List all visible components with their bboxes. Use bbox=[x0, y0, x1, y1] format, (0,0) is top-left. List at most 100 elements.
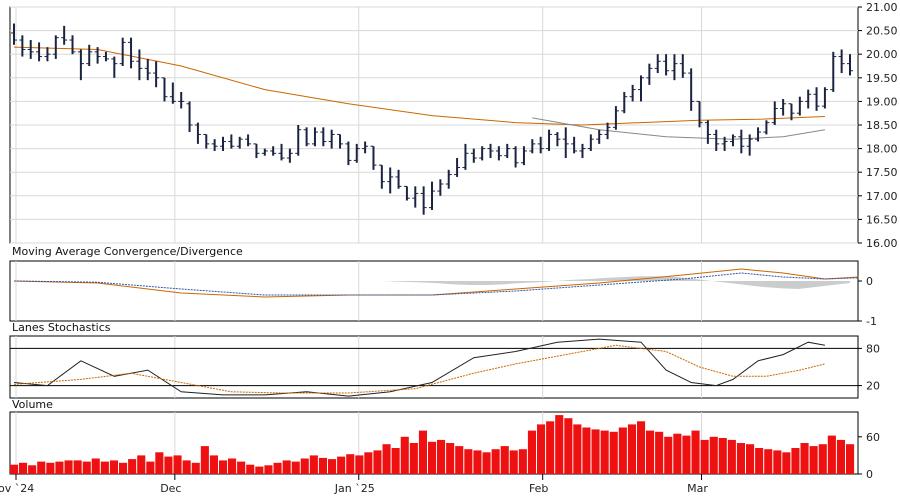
volume-bar bbox=[37, 461, 46, 474]
ohlc-bar bbox=[328, 129, 335, 149]
moving-average-line bbox=[532, 117, 825, 140]
volume-bar bbox=[509, 450, 518, 474]
ohlc-bar bbox=[830, 51, 837, 92]
macd-histogram bbox=[348, 276, 850, 289]
macd-frame bbox=[9, 260, 859, 322]
ohlc-bar bbox=[454, 158, 461, 177]
macd-tick-label: 0 bbox=[866, 275, 873, 288]
ohlc-bar bbox=[353, 143, 360, 163]
volume-bar bbox=[173, 455, 182, 474]
volume-bar bbox=[264, 465, 273, 474]
ohlc-bar bbox=[337, 133, 344, 149]
volume-bar bbox=[246, 464, 255, 474]
ohlc-bar bbox=[362, 141, 369, 154]
price-grid bbox=[10, 6, 858, 244]
x-tick-label: Jan `25 bbox=[334, 482, 375, 495]
price-tick-label: 16.50 bbox=[866, 213, 898, 226]
volume-bar bbox=[19, 462, 28, 474]
volume-bar bbox=[827, 435, 836, 474]
volume-bar bbox=[128, 459, 137, 474]
macd-y-axis: 0 -1 bbox=[858, 275, 877, 328]
volume-bar bbox=[409, 443, 418, 474]
ohlc-bar bbox=[119, 37, 126, 66]
volume-bar bbox=[164, 456, 173, 474]
ohlc-bar bbox=[654, 54, 661, 74]
stochastic-tick-label: 80 bbox=[866, 342, 880, 355]
ohlc-bar bbox=[479, 146, 486, 161]
ohlc-bar bbox=[19, 35, 26, 57]
ohlc-bar bbox=[86, 44, 93, 66]
volume-bar bbox=[473, 450, 482, 474]
volume-bar bbox=[546, 421, 555, 474]
ohlc-bar bbox=[788, 103, 795, 121]
volume-bar bbox=[373, 450, 382, 474]
ohlc-bar bbox=[671, 54, 678, 81]
ohlc-bar bbox=[311, 127, 318, 147]
ohlc-bar bbox=[638, 75, 644, 102]
ohlc-bar bbox=[512, 146, 519, 168]
volume-bar bbox=[709, 436, 718, 474]
ohlc-bar bbox=[420, 186, 427, 215]
ohlc-bar bbox=[36, 42, 43, 62]
price-tick-label: 19.00 bbox=[866, 95, 898, 108]
volume-bar bbox=[773, 450, 782, 474]
ohlc-bar bbox=[370, 145, 377, 170]
ohlc-bar bbox=[721, 136, 728, 151]
ohlc-bar bbox=[487, 143, 494, 159]
price-tick-label: 16.00 bbox=[866, 237, 898, 250]
ohlc-bar bbox=[278, 143, 285, 161]
volume-bar bbox=[582, 427, 591, 474]
volume-bar bbox=[637, 421, 646, 474]
stochastic-lines bbox=[13, 338, 826, 397]
stochastic-y-axis: 80 20 bbox=[858, 342, 880, 393]
volume-bar bbox=[428, 441, 437, 474]
volume-bar bbox=[673, 433, 682, 474]
ohlc-bar bbox=[429, 181, 435, 210]
volume-bar bbox=[846, 444, 855, 474]
volume-bar bbox=[309, 455, 318, 474]
ohlc-bar bbox=[546, 129, 553, 151]
volume-bar bbox=[664, 436, 673, 474]
volume-bar bbox=[646, 430, 655, 474]
volume-bar bbox=[537, 424, 546, 474]
volume-bar bbox=[700, 439, 709, 474]
ohlc-bar bbox=[220, 136, 226, 151]
volume-bar bbox=[318, 457, 327, 474]
volume-tick-label: 60 bbox=[866, 431, 880, 444]
x-axis-labels: Nov `24 Dec Jan `25 Feb Mar bbox=[0, 474, 708, 495]
volume-bar bbox=[564, 418, 573, 474]
ohlc-bar bbox=[153, 61, 160, 88]
ohlc-bar bbox=[646, 63, 653, 85]
volume-bar bbox=[100, 461, 109, 474]
ohlc-bar bbox=[704, 120, 711, 144]
ohlc-bar bbox=[403, 185, 410, 201]
ohlc-bar bbox=[579, 143, 586, 159]
volume-bar bbox=[28, 465, 37, 474]
ohlc-bar bbox=[520, 146, 527, 166]
ohlc-bar bbox=[746, 134, 753, 156]
ohlc-bar bbox=[738, 129, 745, 154]
ohlc-bar bbox=[437, 179, 444, 196]
price-panel: 16.00 16.50 17.00 17.50 18.00 18.50 19.00 19.50… bbox=[9, 1, 898, 250]
price-tick-label: 20.50 bbox=[866, 25, 898, 38]
price-moving-averages bbox=[13, 46, 825, 140]
ohlc-bar bbox=[186, 101, 193, 133]
price-y-axis: 16.00 16.50 17.00 17.50 18.00 18.50 19.00 19.50… bbox=[858, 1, 898, 250]
ohlc-bar bbox=[470, 148, 477, 163]
volume-bar bbox=[618, 427, 627, 474]
volume-bar bbox=[782, 452, 791, 474]
macd-grid bbox=[15, 261, 703, 321]
ohlc-bar bbox=[763, 120, 770, 135]
ohlc-bar bbox=[729, 134, 736, 147]
ohlc-bar bbox=[813, 87, 820, 111]
volume-panel: Volume 60 0 bbox=[9, 398, 880, 481]
volume-bar bbox=[355, 455, 364, 474]
ohlc-bar bbox=[61, 25, 68, 45]
ohlc-bar bbox=[44, 47, 51, 62]
volume-bar bbox=[455, 446, 464, 474]
ohlc-bar bbox=[128, 37, 135, 69]
ohlc-bar bbox=[144, 58, 151, 81]
volume-bar bbox=[437, 439, 446, 474]
volume-bar bbox=[237, 461, 246, 474]
